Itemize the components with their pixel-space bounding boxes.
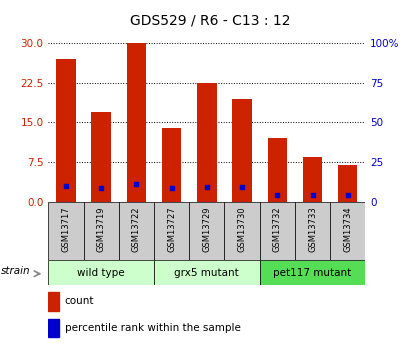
Text: GSM13722: GSM13722	[132, 207, 141, 252]
Bar	[268, 138, 287, 202]
Point	[274, 192, 281, 197]
Text: percentile rank within the sample: percentile rank within the sample	[65, 323, 241, 333]
Point	[344, 192, 351, 197]
Bar	[154, 260, 260, 285]
Point	[239, 184, 245, 189]
Bar	[48, 202, 84, 260]
Bar	[189, 202, 224, 260]
Bar	[119, 202, 154, 260]
Text: wild type: wild type	[77, 268, 125, 277]
Bar	[48, 260, 154, 285]
Bar	[224, 202, 260, 260]
Text: GSM13733: GSM13733	[308, 207, 317, 252]
Bar	[56, 59, 76, 202]
Text: strain: strain	[1, 266, 31, 276]
Bar	[92, 112, 111, 202]
Text: count: count	[65, 296, 94, 306]
Text: pet117 mutant: pet117 mutant	[273, 268, 352, 277]
Bar	[303, 157, 322, 202]
Point	[203, 184, 210, 189]
Bar	[260, 202, 295, 260]
Bar	[127, 43, 146, 202]
Point	[63, 183, 69, 189]
Bar	[48, 318, 59, 337]
Point	[309, 192, 316, 197]
Text: GSM13717: GSM13717	[61, 207, 71, 252]
Point	[133, 181, 140, 186]
Point	[168, 186, 175, 191]
Bar	[232, 99, 252, 202]
Bar	[197, 83, 217, 202]
Bar	[295, 202, 330, 260]
Bar	[330, 202, 365, 260]
Bar	[84, 202, 119, 260]
Text: GSM13730: GSM13730	[238, 207, 247, 252]
Bar	[338, 165, 357, 202]
Bar	[48, 292, 59, 310]
Bar	[154, 202, 189, 260]
Text: grx5 mutant: grx5 mutant	[174, 268, 239, 277]
Text: GSM13729: GSM13729	[202, 207, 211, 252]
Bar	[260, 260, 365, 285]
Text: GSM13734: GSM13734	[343, 207, 352, 252]
Text: GSM13727: GSM13727	[167, 207, 176, 252]
Text: GSM13732: GSM13732	[273, 207, 282, 252]
Text: GSM13719: GSM13719	[97, 207, 106, 252]
Bar	[162, 128, 181, 202]
Point	[98, 186, 105, 191]
Text: GDS529 / R6 - C13 : 12: GDS529 / R6 - C13 : 12	[130, 14, 290, 28]
